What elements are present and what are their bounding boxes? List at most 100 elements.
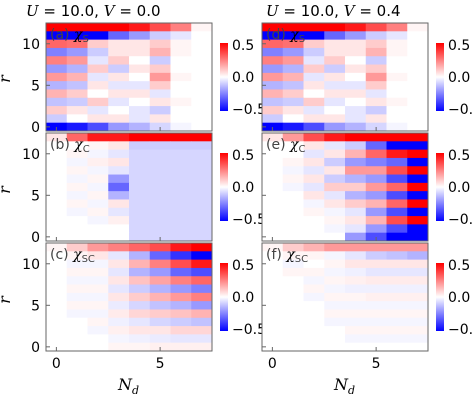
heatmap-cell [303, 251, 325, 261]
heatmap-cell [282, 207, 304, 217]
heatmap-cell [46, 141, 68, 151]
heatmap-cell [324, 334, 346, 344]
colorbar [220, 153, 228, 221]
heatmap-cell [386, 326, 408, 335]
colorbar-tick-label: 0.0 [232, 180, 254, 196]
heatmap-cell [66, 232, 88, 242]
heatmap-cell [303, 166, 325, 175]
heatmap-cell [129, 47, 151, 57]
heatmap-cell [262, 64, 284, 74]
panel-label: (e) χC [266, 137, 305, 155]
heatmap-cell [87, 224, 109, 234]
heatmap-cell [87, 174, 109, 184]
heatmap-cell [87, 97, 109, 107]
heatmap-cell [191, 166, 213, 175]
heatmap-cell [170, 23, 192, 32]
heatmap-cell [282, 232, 304, 242]
heatmap-cell [66, 106, 88, 115]
colorbar-tick-label: −0.5 [232, 102, 266, 118]
colorbar-tick-label: 0.0 [448, 70, 470, 86]
panel-label: (b) χC [50, 137, 90, 155]
heatmap-cell [191, 284, 213, 294]
heatmap-cell [262, 317, 284, 327]
heatmap-cell [170, 133, 192, 142]
heatmap-cell [66, 72, 88, 82]
heatmap-cell [108, 64, 130, 74]
heatmap-cell [108, 174, 130, 184]
heatmap-cell [66, 81, 88, 90]
ytick-label: 0 [31, 120, 40, 136]
panel-symbol: χ [289, 137, 300, 153]
heatmap-cell [365, 276, 387, 285]
heatmap-cell [407, 166, 429, 175]
panel-c: (c) χSC 0 5 10 0 5 0.5 0.0 −0.5 [22, 242, 266, 372]
heatmap-cell [87, 47, 109, 57]
heatmap-cell [282, 72, 304, 82]
heatmap-cell [66, 301, 88, 310]
heatmap-cell [324, 292, 346, 302]
heatmap-cell [170, 122, 192, 132]
colorbar-tick-label: 0.5 [232, 38, 254, 54]
heatmap-cell [191, 259, 213, 269]
heatmap-cell [46, 326, 68, 335]
heatmap-cell [324, 224, 346, 234]
heatmap-cell [46, 81, 68, 90]
heatmap-cell [108, 216, 130, 225]
heatmap-cell [365, 199, 387, 209]
heatmap-cell [149, 182, 171, 192]
panel-d: (d) χS 0.5 0.0 −0.5 [261, 22, 474, 132]
heatmap-cell [345, 251, 367, 261]
heatmap-cell [262, 56, 284, 65]
heatmap-cell [87, 64, 109, 74]
heatmap-cell [407, 72, 429, 82]
heatmap-cell [262, 23, 284, 32]
heatmap-cell [407, 301, 429, 310]
heatmap-cell [282, 251, 304, 261]
heatmap-cell [345, 106, 367, 115]
heatmap-cell [262, 133, 284, 142]
heatmap-cell [386, 284, 408, 294]
heatmap-cell [191, 276, 213, 285]
heatmap-cell [407, 39, 429, 49]
heatmap-cell [129, 301, 151, 310]
heatmap-cell [129, 276, 151, 285]
heatmap-cell [66, 47, 88, 57]
heatmap-cell [345, 191, 367, 200]
heatmap-cell [365, 39, 387, 49]
heatmap-cell [386, 64, 408, 74]
heatmap-cell [46, 47, 68, 57]
heatmap-cell [324, 207, 346, 217]
heatmap-cell [191, 232, 213, 242]
heatmap-cell [149, 23, 171, 32]
heatmap-cell [191, 199, 213, 209]
colorbar-tick-label: −0.5 [232, 322, 266, 338]
heatmap-cell [66, 133, 88, 142]
colorbar-tick-label: 0.5 [448, 38, 470, 54]
heatmap-cell [365, 334, 387, 344]
heatmap-cell [87, 276, 109, 285]
heatmap-cell [191, 89, 213, 99]
heatmap-cell [149, 174, 171, 184]
heatmap-cell [66, 191, 88, 200]
heatmap-cell [129, 56, 151, 65]
heatmap-cell [87, 251, 109, 261]
heatmap-cell [282, 64, 304, 74]
heatmap-cell [303, 199, 325, 209]
heatmap-cell [303, 149, 325, 159]
heatmap-cell [129, 81, 151, 90]
heatmap-cell [386, 232, 408, 242]
heatmap-cell [191, 141, 213, 151]
heatmap-cell [365, 182, 387, 192]
heatmap-cell [345, 31, 367, 41]
panel-label: (d) χS [266, 27, 305, 45]
heatmap-cell [46, 106, 68, 115]
heatmap-cell [324, 182, 346, 192]
heatmap-cell [303, 342, 325, 352]
heatmap-cell [66, 309, 88, 319]
heatmap-cell [386, 207, 408, 217]
heatmap-cell [303, 56, 325, 65]
heatmap-cell [191, 251, 213, 261]
heatmap-cell [170, 334, 192, 344]
heatmap-cell [66, 166, 88, 175]
